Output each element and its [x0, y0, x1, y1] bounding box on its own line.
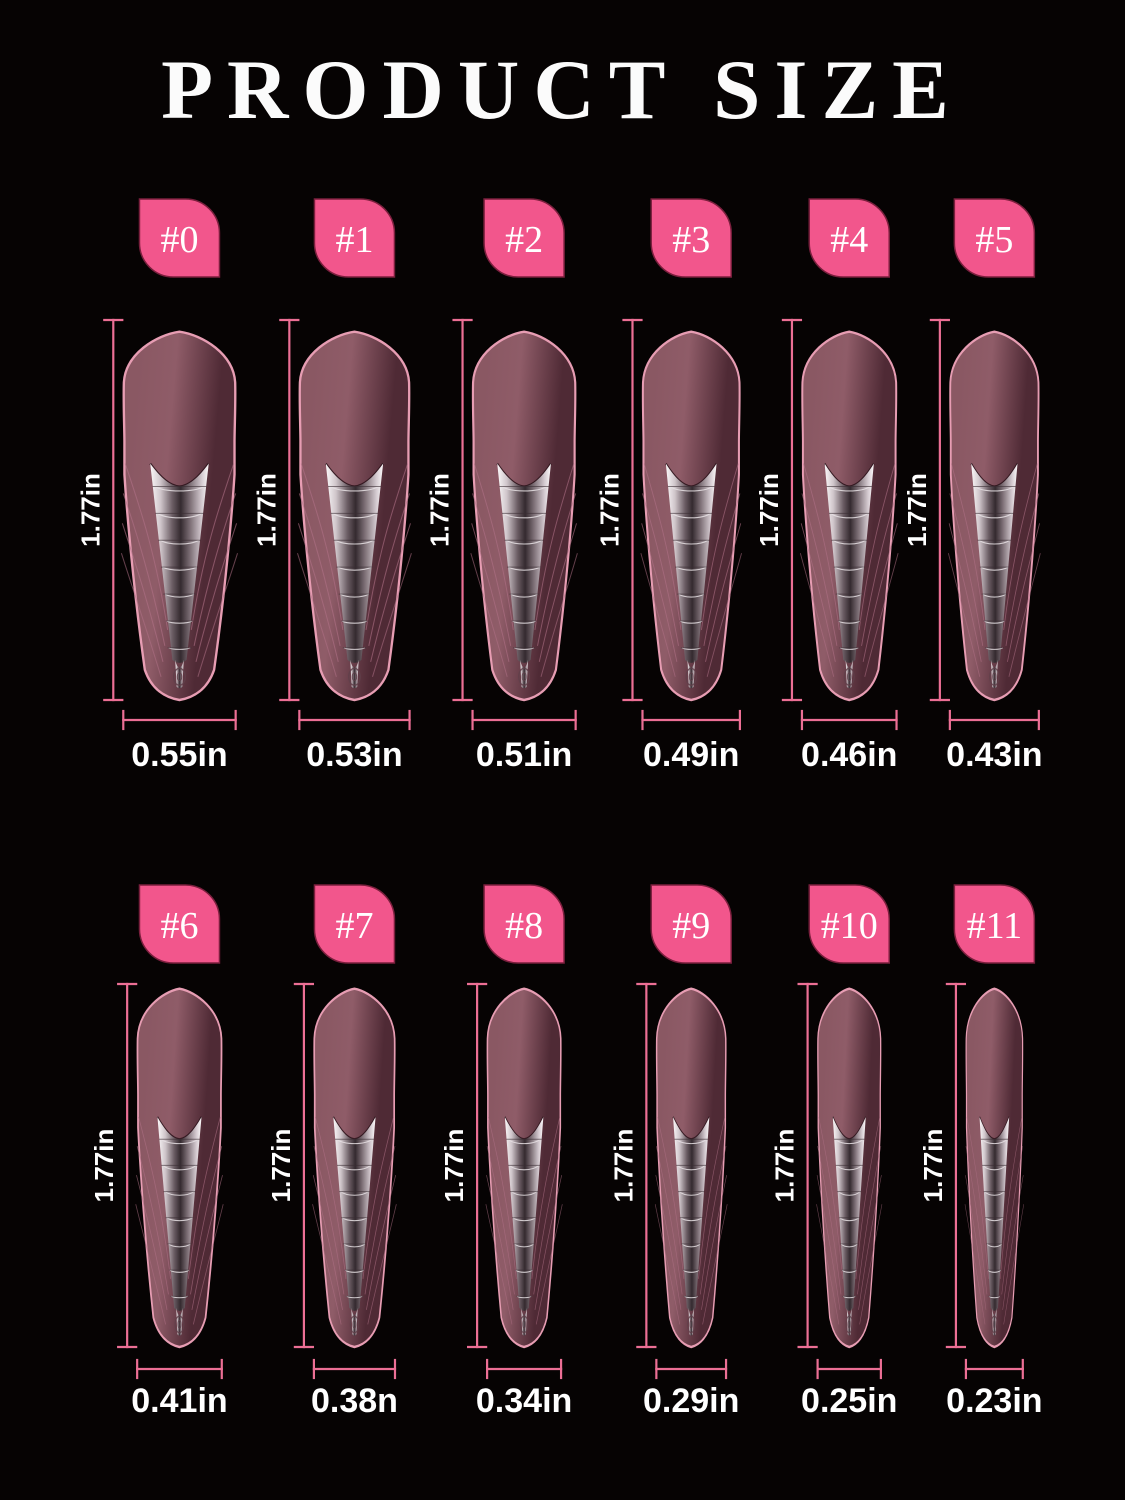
svg-text:#0: #0 [160, 219, 198, 261]
svg-text:1.77in: 1.77in [89, 1129, 119, 1203]
svg-text:0.46in: 0.46in [801, 736, 897, 774]
svg-text:#7: #7 [335, 905, 373, 947]
svg-text:1.77in: 1.77in [608, 1129, 638, 1203]
svg-text:0.34in: 0.34in [476, 1382, 572, 1420]
svg-text:1.77in: 1.77in [251, 473, 281, 547]
svg-text:0.38n: 0.38n [311, 1382, 398, 1420]
svg-text:0.25in: 0.25in [801, 1382, 897, 1420]
svg-text:0.51in: 0.51in [476, 736, 572, 774]
svg-text:1.77in: 1.77in [266, 1129, 296, 1203]
svg-text:#2: #2 [505, 219, 543, 261]
svg-text:1.77in: 1.77in [594, 473, 624, 547]
svg-text:0.41in: 0.41in [131, 1382, 227, 1420]
svg-text:1.77in: 1.77in [902, 473, 932, 547]
svg-text:#8: #8 [505, 905, 543, 947]
svg-text:#3: #3 [672, 219, 710, 261]
svg-text:#5: #5 [975, 219, 1013, 261]
svg-text:0.53in: 0.53in [306, 736, 402, 774]
svg-text:1.77in: 1.77in [754, 473, 784, 547]
svg-text:#4: #4 [830, 219, 868, 261]
svg-text:#10: #10 [821, 905, 878, 947]
svg-text:1.77in: 1.77in [75, 473, 105, 547]
svg-text:#1: #1 [335, 219, 373, 261]
svg-text:0.49in: 0.49in [643, 736, 739, 774]
svg-text:1.77in: 1.77in [770, 1129, 800, 1203]
svg-text:1.77in: 1.77in [425, 473, 455, 547]
svg-text:0.55in: 0.55in [131, 736, 227, 774]
svg-text:#6: #6 [160, 905, 198, 947]
svg-text:0.29in: 0.29in [643, 1382, 739, 1420]
svg-text:1.77in: 1.77in [918, 1129, 948, 1203]
svg-text:0.23in: 0.23in [946, 1382, 1042, 1420]
svg-text:1.77in: 1.77in [439, 1129, 469, 1203]
svg-text:PRODUCT SIZE: PRODUCT SIZE [161, 43, 963, 137]
svg-text:#9: #9 [672, 905, 710, 947]
svg-text:#11: #11 [967, 905, 1023, 947]
svg-text:0.43in: 0.43in [946, 736, 1042, 774]
